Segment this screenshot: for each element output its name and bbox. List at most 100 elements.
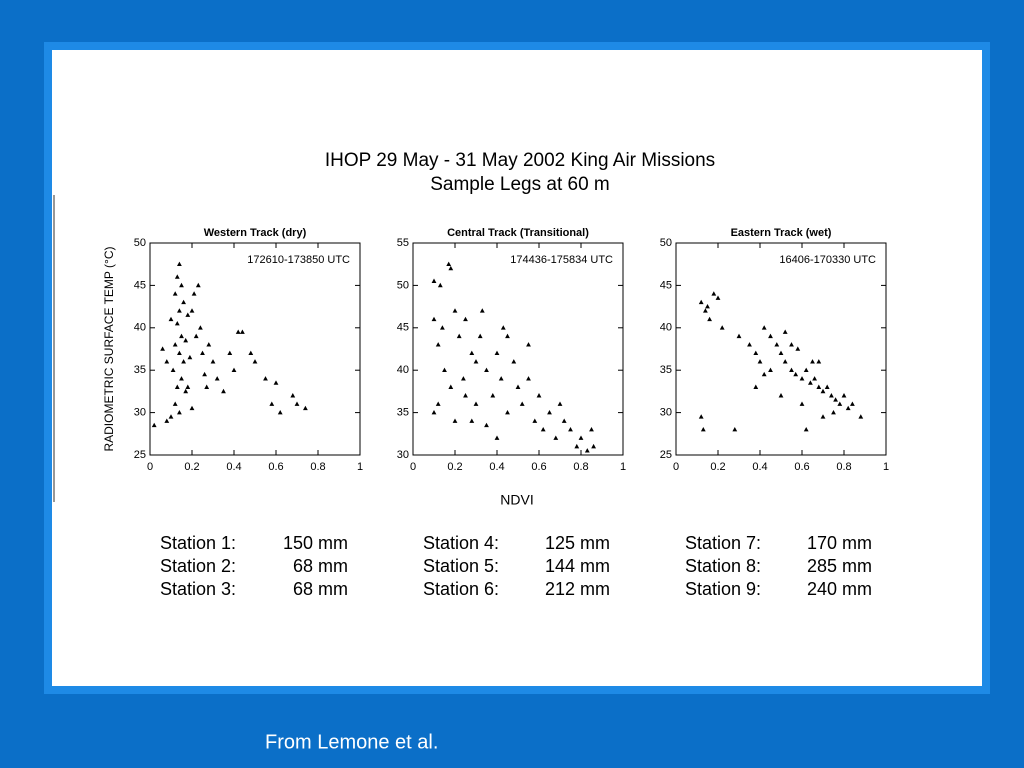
annotation: 174436-175834 UTC <box>510 254 613 266</box>
point <box>831 410 836 415</box>
point <box>833 397 838 402</box>
point <box>799 376 805 381</box>
point <box>753 350 759 356</box>
point <box>195 282 201 288</box>
y-tick-label: 45 <box>134 279 146 291</box>
point <box>837 401 843 406</box>
point <box>469 350 475 356</box>
point <box>452 418 458 423</box>
point <box>204 384 210 389</box>
x-tick-label: 0.4 <box>752 461 767 473</box>
point <box>448 265 454 271</box>
point <box>841 393 847 398</box>
point <box>778 350 784 356</box>
point <box>774 342 780 347</box>
x-tick-label: 1 <box>620 461 626 473</box>
point <box>736 333 742 339</box>
point <box>803 426 809 432</box>
station-name: Station 4: <box>423 533 499 553</box>
point <box>177 350 182 356</box>
point <box>810 359 815 364</box>
y-tick-label: 35 <box>660 364 672 376</box>
y-tick-label: 40 <box>397 364 409 376</box>
point <box>515 384 521 389</box>
point <box>778 393 784 398</box>
point <box>568 426 573 432</box>
x-tick-label: 1 <box>357 461 363 473</box>
point <box>440 325 445 330</box>
point <box>698 299 704 305</box>
annotation: 172610-173850 UTC <box>247 254 350 266</box>
point <box>240 329 245 334</box>
x-tick-label: 0.2 <box>184 461 199 473</box>
point <box>732 426 738 432</box>
station-rain: 144 mm <box>545 556 610 576</box>
point <box>435 401 441 406</box>
point <box>484 367 489 372</box>
point <box>174 320 180 326</box>
y-tick-label: 30 <box>397 449 409 461</box>
y-tick-label: 50 <box>134 237 146 249</box>
point <box>210 359 216 364</box>
point <box>463 316 468 322</box>
point <box>820 414 826 419</box>
annotation: 16406-170330 UTC <box>779 254 876 266</box>
point <box>437 282 443 288</box>
station-name: Station 2: <box>160 556 236 576</box>
point <box>191 291 197 296</box>
point <box>168 316 174 322</box>
y-tick-label: 40 <box>134 322 146 334</box>
slide-title: IHOP 29 May - 31 May 2002 King Air Missi… <box>325 150 715 171</box>
point <box>536 393 542 398</box>
point <box>273 380 279 385</box>
x-tick-label: 0.8 <box>836 461 851 473</box>
point <box>177 308 182 313</box>
point <box>221 388 226 394</box>
white-panel <box>52 50 982 686</box>
point <box>185 384 191 389</box>
x-tick-label: 0 <box>673 461 679 473</box>
point <box>768 333 773 339</box>
point <box>252 359 258 364</box>
point <box>557 401 563 406</box>
point <box>181 299 186 305</box>
point <box>461 376 466 381</box>
point <box>494 435 500 440</box>
point <box>757 359 763 364</box>
point <box>540 426 546 432</box>
point <box>277 410 283 415</box>
point <box>164 359 170 364</box>
y-tick-label: 45 <box>397 322 409 334</box>
point <box>473 359 479 364</box>
point <box>505 333 510 339</box>
point <box>761 325 767 330</box>
station-rain: 150 mm <box>283 533 348 553</box>
point <box>177 410 182 415</box>
point <box>782 359 788 364</box>
point <box>845 405 851 411</box>
point <box>183 337 189 343</box>
point <box>174 274 180 279</box>
y-tick-label: 50 <box>397 279 409 291</box>
point <box>172 291 178 296</box>
station-rain: 212 mm <box>545 579 610 599</box>
footer: From Lemone et al. <box>265 731 438 753</box>
point <box>181 359 186 364</box>
point <box>793 371 799 377</box>
point <box>431 316 437 322</box>
point <box>561 418 567 423</box>
point <box>747 342 752 347</box>
point <box>231 367 237 372</box>
point <box>816 384 822 389</box>
point <box>753 384 759 389</box>
point <box>179 282 184 288</box>
point <box>703 308 708 313</box>
point <box>164 418 170 423</box>
point <box>490 393 496 398</box>
point <box>446 261 452 266</box>
point <box>795 346 801 351</box>
x-tick-label: 0.6 <box>531 461 546 473</box>
plot-frame <box>675 242 887 456</box>
point <box>160 346 165 351</box>
point <box>290 393 296 398</box>
